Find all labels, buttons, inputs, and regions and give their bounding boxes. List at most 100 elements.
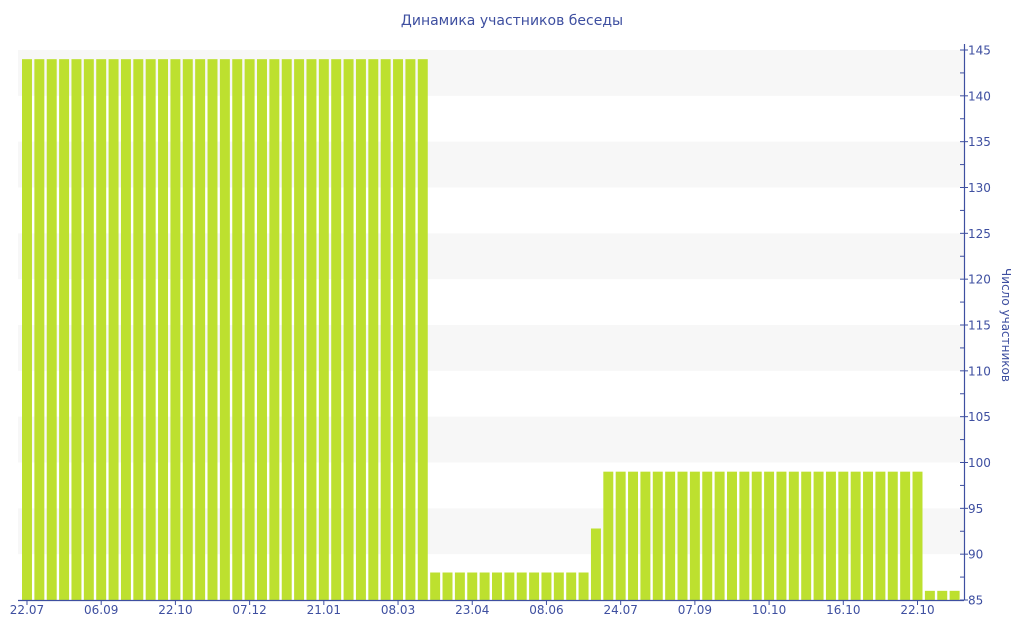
bar xyxy=(306,59,317,601)
bar xyxy=(541,572,552,600)
y-tick-label: 95 xyxy=(968,502,983,516)
bar xyxy=(937,590,948,600)
x-tick-label: 07.09 xyxy=(678,603,712,617)
bar xyxy=(158,59,169,601)
bar xyxy=(801,471,812,600)
bar xyxy=(232,59,243,601)
bar xyxy=(813,471,824,600)
y-tick-label: 135 xyxy=(968,135,991,149)
bar xyxy=(529,572,540,600)
bar xyxy=(467,572,478,600)
bar xyxy=(603,471,614,600)
bar xyxy=(46,59,57,601)
bar xyxy=(219,59,230,601)
x-tick-label: 07.12 xyxy=(232,603,266,617)
bar xyxy=(900,471,911,600)
bar xyxy=(825,471,836,600)
x-tick-label: 22.10 xyxy=(900,603,934,617)
x-tick-label: 16.10 xyxy=(826,603,860,617)
bar xyxy=(417,59,428,601)
bar xyxy=(492,572,502,600)
x-tick-label: 08.06 xyxy=(529,603,563,617)
bar xyxy=(689,471,700,600)
bar xyxy=(739,471,750,600)
bar xyxy=(294,59,305,601)
bar xyxy=(850,471,861,600)
bar xyxy=(665,471,676,600)
bar xyxy=(393,59,404,601)
y-tick-label: 90 xyxy=(968,548,983,562)
bar xyxy=(96,59,107,601)
bar xyxy=(949,590,960,600)
bar xyxy=(615,471,626,600)
bar xyxy=(22,59,32,601)
bar xyxy=(776,471,787,600)
x-tick-label: 21.01 xyxy=(307,603,341,617)
bar xyxy=(702,471,713,600)
y-tick-label: 140 xyxy=(968,89,991,103)
bar xyxy=(838,471,849,600)
y-tick-label: 145 xyxy=(968,44,991,58)
bar xyxy=(34,59,45,601)
bar xyxy=(405,59,416,601)
y-tick-label: 115 xyxy=(968,319,991,333)
x-tick-label: 06.09 xyxy=(84,603,118,617)
bar xyxy=(677,471,688,600)
bar xyxy=(912,471,923,600)
x-tick-label: 24.07 xyxy=(603,603,637,617)
bar xyxy=(863,471,874,600)
bar xyxy=(479,572,490,600)
y-tick-label: 125 xyxy=(968,227,991,241)
bar xyxy=(281,59,292,601)
y-tick-label: 120 xyxy=(968,273,991,287)
bar xyxy=(875,471,886,600)
bar xyxy=(590,528,601,600)
bar xyxy=(182,59,193,601)
bar xyxy=(133,59,144,601)
y-tick-label: 105 xyxy=(968,410,991,424)
bar xyxy=(504,572,515,600)
x-tick-label: 23.04 xyxy=(455,603,489,617)
bar xyxy=(71,59,82,601)
y-tick-label: 130 xyxy=(968,181,991,195)
bar xyxy=(343,59,354,601)
y-tick-label: 85 xyxy=(968,594,983,608)
bar xyxy=(751,471,762,600)
bar xyxy=(454,572,465,600)
x-tick-label: 08.03 xyxy=(381,603,415,617)
bar xyxy=(764,471,775,600)
bar xyxy=(195,59,206,601)
x-tick-label: 22.10 xyxy=(158,603,192,617)
bar xyxy=(244,59,255,601)
bar xyxy=(108,59,119,601)
bar xyxy=(887,471,898,600)
chart-title: Динамика участников беседы xyxy=(400,13,624,29)
bar xyxy=(430,572,441,600)
x-tick-label: 22.07 xyxy=(10,603,44,617)
bar xyxy=(318,59,329,601)
bar xyxy=(83,59,94,601)
bar xyxy=(331,59,342,601)
bar xyxy=(714,471,725,600)
bar xyxy=(380,59,391,601)
bar xyxy=(170,59,181,601)
bar xyxy=(788,471,799,600)
bar xyxy=(553,572,564,600)
bar xyxy=(628,471,639,600)
bar xyxy=(727,471,737,600)
bar xyxy=(516,572,527,600)
bar xyxy=(269,59,280,601)
bar xyxy=(257,59,267,601)
bar xyxy=(652,471,663,600)
y-tick-label: 110 xyxy=(968,364,991,378)
bar xyxy=(368,59,379,601)
x-tick-label: 10.10 xyxy=(752,603,786,617)
bar xyxy=(207,59,218,601)
bar xyxy=(145,59,156,601)
bar xyxy=(59,59,70,601)
bar xyxy=(355,59,366,601)
bar xyxy=(640,471,651,600)
y-tick-label: 100 xyxy=(968,456,991,470)
bar xyxy=(578,572,589,600)
